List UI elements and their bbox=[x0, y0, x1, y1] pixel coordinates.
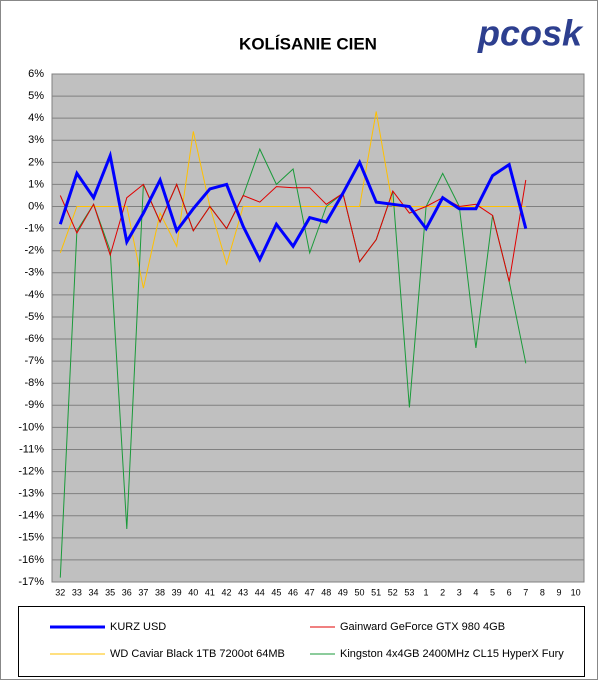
x-tick-label: 38 bbox=[155, 587, 165, 597]
legend-label: Kingston 4x4GB 2400MHz CL15 HyperX Fury bbox=[340, 648, 564, 660]
y-tick-label: 6% bbox=[28, 68, 44, 80]
plot-area bbox=[51, 73, 585, 583]
y-tick-label: -11% bbox=[19, 443, 44, 455]
y-tick-label: -1% bbox=[24, 223, 44, 235]
x-tick-label: 35 bbox=[105, 587, 115, 597]
x-tick-label: 7 bbox=[523, 587, 528, 597]
y-tick-label: -8% bbox=[24, 377, 44, 389]
x-tick-label: 33 bbox=[72, 587, 82, 597]
x-tick-label: 1 bbox=[424, 587, 429, 597]
y-tick-label: -6% bbox=[24, 333, 44, 345]
y-tick-label: 0% bbox=[28, 200, 44, 212]
series-line bbox=[59, 111, 526, 289]
y-tick-label: -12% bbox=[18, 465, 44, 477]
x-tick-label: 45 bbox=[271, 587, 281, 597]
y-tick-label: -10% bbox=[18, 421, 44, 433]
x-tick-label: 5 bbox=[490, 587, 495, 597]
y-tick-label: -4% bbox=[24, 289, 44, 301]
x-tick-label: 37 bbox=[138, 587, 148, 597]
legend bbox=[18, 606, 585, 677]
x-tick-label: 46 bbox=[288, 587, 298, 597]
y-tick-label: -16% bbox=[18, 554, 44, 566]
x-tick-label: 53 bbox=[404, 587, 414, 597]
x-tick-label: 2 bbox=[440, 587, 445, 597]
y-tick-label: -2% bbox=[24, 245, 44, 257]
x-tick-label: 32 bbox=[55, 587, 65, 597]
y-tick-label: 5% bbox=[28, 90, 44, 102]
y-tick-label: 1% bbox=[28, 178, 44, 190]
x-tick-label: 6 bbox=[507, 587, 512, 597]
x-tick-label: 10 bbox=[571, 587, 581, 597]
x-tick-label: 39 bbox=[172, 587, 182, 597]
x-tick-label: 50 bbox=[355, 587, 365, 597]
series-line bbox=[59, 147, 527, 578]
legend-label: WD Caviar Black 1TB 7200ot 64MB bbox=[110, 648, 285, 660]
x-tick-label: 43 bbox=[238, 587, 248, 597]
y-tick-label: -15% bbox=[18, 532, 44, 544]
x-tick-label: 52 bbox=[388, 587, 398, 597]
y-tick-label: -3% bbox=[24, 267, 44, 279]
y-tick-label: -14% bbox=[18, 510, 44, 522]
x-tick-label: 48 bbox=[321, 587, 331, 597]
x-tick-label: 40 bbox=[188, 587, 198, 597]
y-tick-label: 2% bbox=[28, 156, 44, 168]
legend-label: Gainward GeForce GTX 980 4GB bbox=[340, 621, 505, 633]
legend-label: KURZ USD bbox=[110, 621, 166, 633]
x-tick-label: 51 bbox=[371, 587, 381, 597]
y-tick-label: -13% bbox=[18, 488, 44, 500]
y-tick-label: 4% bbox=[28, 112, 44, 124]
x-tick-label: 8 bbox=[540, 587, 545, 597]
y-tick-label: -17% bbox=[18, 576, 44, 588]
y-tick-label: -7% bbox=[24, 355, 44, 367]
x-tick-label: 4 bbox=[473, 587, 478, 597]
x-tick-label: 42 bbox=[222, 587, 232, 597]
x-tick-label: 36 bbox=[122, 587, 132, 597]
y-tick-label: -5% bbox=[24, 311, 44, 323]
x-tick-label: 34 bbox=[89, 587, 99, 597]
x-tick-label: 44 bbox=[255, 587, 265, 597]
x-tick-label: 9 bbox=[557, 587, 562, 597]
x-tick-label: 49 bbox=[338, 587, 348, 597]
y-tick-label: 3% bbox=[28, 134, 44, 146]
x-tick-label: 3 bbox=[457, 587, 462, 597]
y-tick-label: -9% bbox=[24, 399, 44, 411]
logo: pcosk bbox=[477, 13, 584, 54]
chart-title: KOLÍSANIE CIEN bbox=[239, 34, 377, 53]
x-tick-label: 41 bbox=[205, 587, 215, 597]
series-line bbox=[58, 150, 528, 263]
x-tick-label: 47 bbox=[305, 587, 315, 597]
